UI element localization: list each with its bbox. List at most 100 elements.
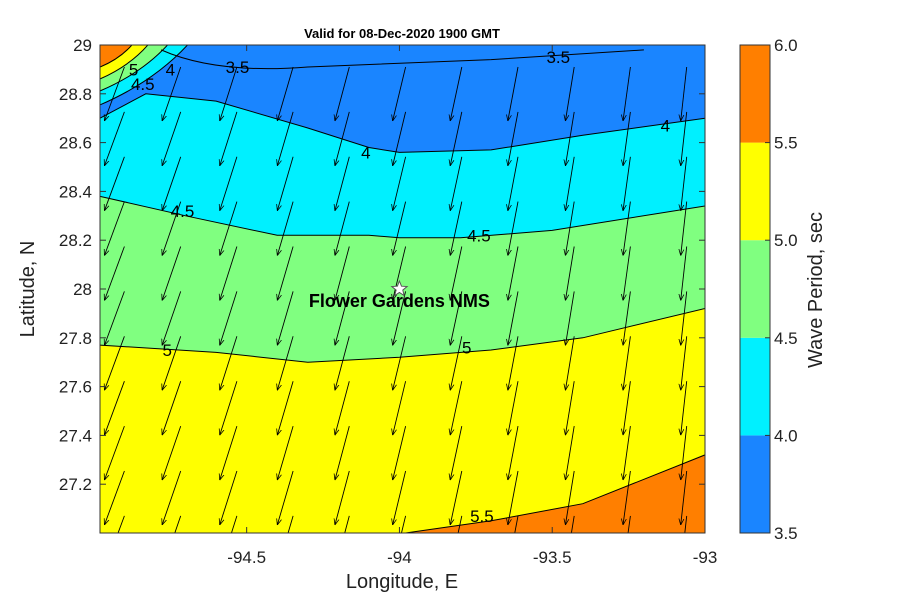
contour-label: 4 — [361, 143, 370, 162]
vector-arrow — [393, 156, 407, 211]
vector-arrow — [393, 111, 407, 166]
y-tick-label: 29 — [73, 36, 92, 55]
vector-arrow — [457, 515, 463, 533]
vector-arrow — [681, 470, 688, 525]
y-tick-label: 28.2 — [59, 231, 92, 250]
vector-arrow — [220, 156, 238, 211]
vector-arrow — [104, 425, 125, 480]
vector-arrow — [104, 156, 125, 211]
contour-line-4 — [100, 93, 705, 153]
contour-label: 4.5 — [131, 75, 155, 94]
vector-arrow — [104, 381, 125, 435]
vector-arrow — [623, 291, 631, 345]
colorbar-segment — [740, 435, 770, 533]
x-tick-label: -93 — [693, 548, 718, 567]
vector-arrow — [450, 66, 463, 121]
vector-arrow — [220, 336, 238, 390]
corner-band-orange — [100, 45, 132, 68]
vector-arrow — [277, 246, 294, 301]
vector-arrow — [623, 426, 631, 480]
colorbar-segment — [740, 45, 770, 143]
colorbar-tick-label: 6.0 — [774, 36, 798, 55]
vector-arrow — [335, 381, 350, 435]
vector-arrow — [393, 336, 407, 390]
y-tick-label: 27.4 — [59, 426, 92, 445]
vector-arrow — [681, 336, 688, 390]
vector-arrow — [104, 246, 125, 301]
contour-label: 3.5 — [226, 58, 250, 77]
contour-line-corner-0 — [100, 45, 189, 106]
contour-label: 5 — [162, 341, 171, 360]
y-tick-label: 27.2 — [59, 475, 92, 494]
vector-arrow — [335, 66, 350, 121]
vector-arrow — [393, 291, 407, 345]
wave-direction-vectors — [104, 66, 688, 533]
vector-arrow — [287, 515, 294, 533]
vector-arrow — [565, 470, 575, 525]
site-marker-group: Flower Gardens NMS — [309, 279, 490, 311]
vector-arrow — [681, 291, 688, 345]
colorbar-segment — [740, 337, 770, 436]
vector-arrow — [508, 470, 519, 525]
vector-arrow — [162, 156, 182, 211]
vector-arrow — [335, 246, 350, 301]
y-axis: 27.2 27.4 27.6 27.8 28 28.2 28.4 28.6 28.8 29 — [59, 36, 705, 494]
vector-arrow — [230, 515, 238, 533]
y-tick-label: 28.8 — [59, 85, 92, 104]
contour-label: 5.5 — [470, 507, 494, 526]
vector-arrow — [393, 425, 407, 480]
vector-arrow — [335, 291, 350, 345]
colorbar-segment — [740, 142, 770, 241]
vector-arrow — [508, 66, 519, 121]
vector-arrow — [508, 426, 519, 480]
vector-arrow — [277, 156, 294, 211]
vector-arrow — [623, 470, 631, 525]
vector-arrow — [565, 201, 575, 256]
vector-arrow — [623, 246, 631, 301]
colorbar-tick-label: 4.5 — [774, 329, 798, 348]
contour-label: 4 — [166, 60, 175, 79]
vector-arrow — [565, 381, 575, 435]
vector-arrow — [623, 66, 631, 121]
y-tick-label: 27.8 — [59, 329, 92, 348]
vector-arrow — [277, 425, 294, 480]
y-tick-label: 27.6 — [59, 378, 92, 397]
vector-arrow — [565, 156, 575, 211]
vector-arrow — [220, 66, 238, 121]
vector-arrow — [335, 336, 350, 390]
vector-arrow — [681, 201, 688, 256]
x-tick-label: -94.5 — [227, 548, 266, 567]
vector-arrow — [623, 156, 631, 211]
vector-arrow — [335, 201, 350, 256]
contour-line-5p5 — [405, 454, 705, 533]
vector-arrow — [335, 470, 350, 525]
colorbar-tick-label: 5.0 — [774, 231, 798, 250]
vector-arrow — [104, 336, 125, 390]
contour-line-5 — [100, 308, 705, 363]
vector-arrow — [565, 111, 575, 166]
vector-arrow — [393, 66, 407, 121]
contour-line-corner-3 — [100, 45, 133, 68]
colorbar-tick-label: 5.5 — [774, 134, 798, 153]
vector-arrow — [450, 111, 463, 166]
vector-arrow — [117, 515, 125, 533]
colorbar-frame — [739, 44, 771, 534]
vector-arrow — [508, 156, 519, 211]
vector-arrow — [508, 246, 519, 301]
vector-arrow — [335, 425, 350, 480]
vector-arrow — [162, 336, 182, 390]
vector-arrow — [220, 470, 238, 525]
contour-label: 4 — [661, 117, 670, 136]
vector-arrow — [401, 515, 407, 533]
vector-arrow — [174, 515, 182, 533]
band-3p5-4p0 — [100, 45, 705, 153]
vector-arrow — [277, 66, 294, 121]
vector-arrow — [220, 111, 238, 166]
vector-arrow — [450, 381, 463, 435]
vector-arrow — [220, 291, 238, 345]
vector-arrow — [220, 246, 238, 301]
vector-arrow — [508, 381, 519, 435]
contour-label: 5 — [129, 60, 138, 79]
